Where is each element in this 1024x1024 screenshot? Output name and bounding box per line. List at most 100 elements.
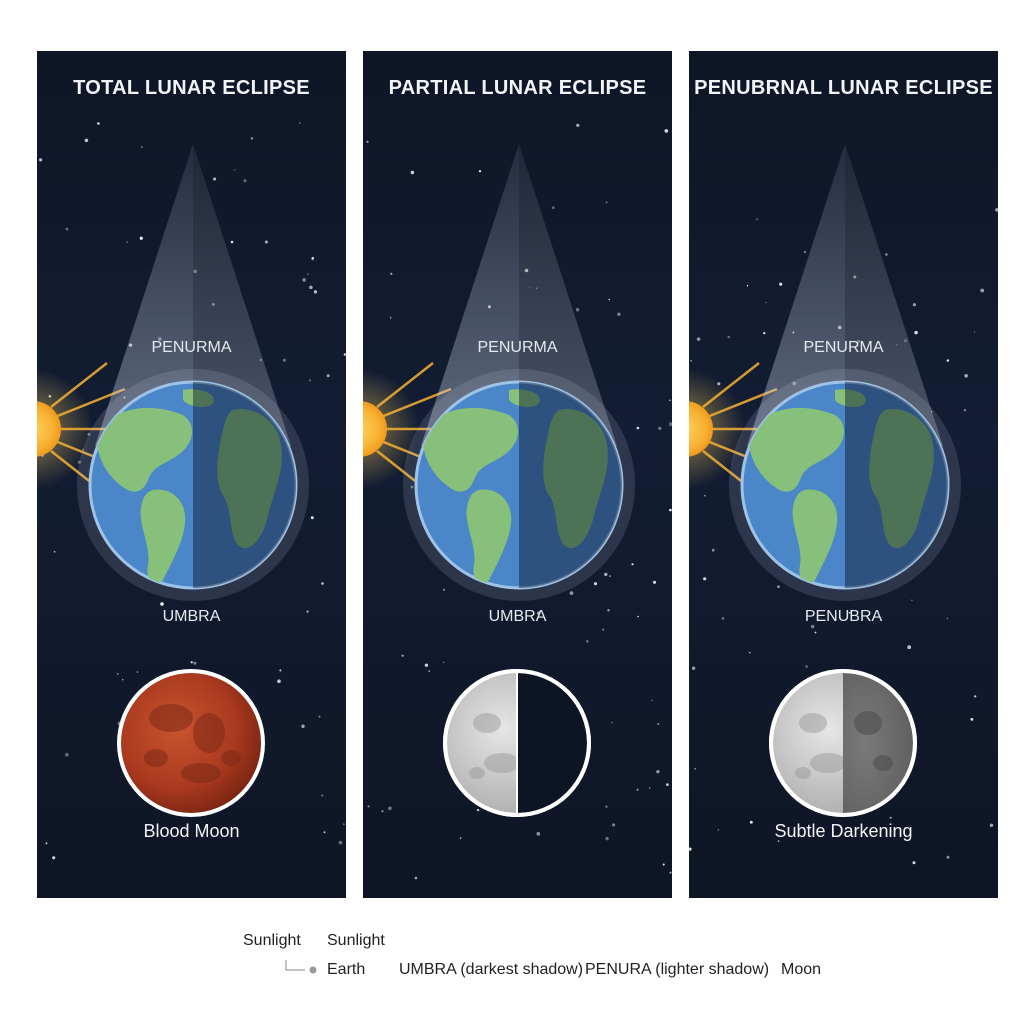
star <box>424 663 429 667</box>
star <box>656 770 660 774</box>
star <box>381 809 384 813</box>
panel-title: PARTIAL LUNAR ECLIPSE <box>388 77 647 99</box>
star <box>696 337 701 341</box>
star <box>282 358 286 362</box>
star <box>388 806 392 811</box>
star <box>39 158 43 162</box>
star <box>366 140 369 143</box>
star <box>311 256 315 260</box>
lower-shadow-label: PENUBRA <box>804 608 883 625</box>
star <box>749 820 753 824</box>
star <box>756 218 759 221</box>
star <box>669 508 672 512</box>
star <box>307 273 309 275</box>
star <box>343 823 345 825</box>
star <box>657 722 660 725</box>
star <box>721 617 725 620</box>
star <box>666 783 669 786</box>
star <box>607 608 610 612</box>
star <box>637 615 639 618</box>
moon-icon <box>117 669 265 817</box>
star <box>313 290 318 294</box>
upper-shadow-label: PENURMA <box>477 339 558 356</box>
scene-partial <box>363 123 672 880</box>
star <box>963 408 967 412</box>
star <box>765 301 767 304</box>
star <box>651 699 653 701</box>
star <box>805 665 808 668</box>
star <box>401 654 404 657</box>
lower-shadow-label: UMBRA <box>162 608 221 625</box>
star <box>139 236 143 240</box>
star <box>442 661 445 664</box>
panel-partial-eclipse: PARTIAL LUNAR ECLIPSE PENURMA UMBRA <box>363 51 672 898</box>
star <box>234 169 236 171</box>
star <box>53 550 56 553</box>
star <box>602 628 605 631</box>
panel-total-eclipse: TOTAL LUNAR ECLIPSE PENURMA UMBRA Blood … <box>37 51 346 898</box>
star <box>912 303 917 307</box>
star <box>476 808 480 812</box>
star <box>52 856 56 860</box>
star <box>746 285 749 287</box>
star <box>140 145 143 148</box>
star <box>970 718 974 721</box>
star <box>989 823 994 828</box>
star <box>136 671 139 673</box>
star <box>617 312 621 316</box>
star <box>703 577 707 581</box>
star <box>190 661 193 664</box>
star <box>443 588 446 591</box>
star <box>65 752 69 757</box>
star <box>414 876 418 880</box>
star <box>612 823 616 827</box>
star <box>585 640 589 643</box>
scene-total <box>37 122 346 860</box>
star <box>536 831 541 836</box>
star <box>310 516 314 520</box>
star <box>717 829 720 831</box>
star <box>889 816 892 819</box>
star <box>306 610 309 613</box>
legend-connector-icon <box>285 960 317 974</box>
star <box>974 695 977 698</box>
star <box>160 602 164 606</box>
star <box>309 379 311 382</box>
star <box>230 240 234 244</box>
star <box>389 316 392 319</box>
star <box>193 661 197 665</box>
panel-title: TOTAL LUNAR ECLIPSE <box>73 77 310 99</box>
star <box>277 679 281 684</box>
star <box>995 208 998 212</box>
star <box>964 373 968 378</box>
star <box>669 399 671 402</box>
star <box>97 122 100 125</box>
earth-icon <box>77 369 309 601</box>
shadow-beam <box>95 144 291 446</box>
upper-shadow-label: PENURMA <box>803 339 884 356</box>
star <box>848 611 851 614</box>
star <box>478 169 482 173</box>
star <box>459 837 462 839</box>
star <box>126 241 128 243</box>
moon-caption: Blood Moon <box>143 821 240 841</box>
star <box>804 251 806 253</box>
panel-penumbral-eclipse: PENUBRNAL LUNAR ECLIPSE PENURMA PENUBRA … <box>689 51 998 898</box>
star <box>652 580 657 584</box>
star <box>608 298 610 301</box>
star <box>605 805 608 808</box>
legend-penumbra: PENURA (lighter shadow) <box>585 961 770 978</box>
star <box>691 666 696 670</box>
star <box>122 679 124 681</box>
star <box>367 805 370 808</box>
star <box>631 563 634 566</box>
star <box>576 123 580 128</box>
star <box>323 831 326 834</box>
star <box>907 645 912 650</box>
upper-shadow-label: PENURMA <box>151 339 232 356</box>
star <box>65 227 69 231</box>
star <box>117 673 119 675</box>
moon-icon <box>769 669 917 817</box>
star <box>885 253 888 256</box>
star <box>777 840 780 842</box>
